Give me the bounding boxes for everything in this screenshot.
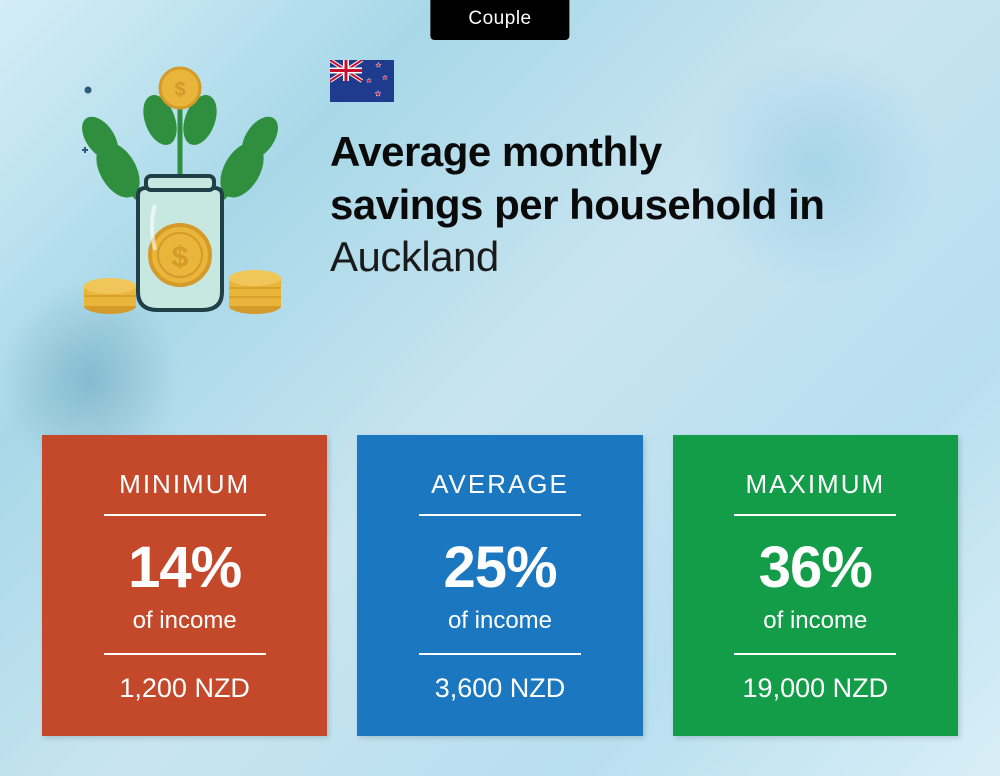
savings-illustration-icon: $ $ (60, 60, 300, 320)
page-title: Average monthly savings per household in… (330, 126, 950, 284)
svg-text:$: $ (174, 79, 185, 101)
card-label: MAXIMUM (703, 469, 928, 514)
card-amount: 1,200 NZD (72, 655, 297, 704)
household-type-badge: Couple (430, 0, 569, 40)
card-amount: 19,000 NZD (703, 655, 928, 704)
card-percentage: 14% (72, 516, 297, 607)
card-label: MINIMUM (72, 469, 297, 514)
card-percentage: 36% (703, 516, 928, 607)
title-city: Auckland (330, 233, 499, 280)
card-subtext: of income (387, 607, 612, 653)
card-subtext: of income (703, 607, 928, 653)
card-subtext: of income (72, 607, 297, 653)
nz-flag-icon (330, 60, 394, 102)
title-line: savings per household in (330, 181, 824, 228)
stats-cards: MINIMUM 14% of income 1,200 NZD AVERAGE … (42, 435, 958, 736)
card-percentage: 25% (387, 516, 612, 607)
card-maximum: MAXIMUM 36% of income 19,000 NZD (673, 435, 958, 736)
card-amount: 3,600 NZD (387, 655, 612, 704)
title-line: Average monthly (330, 128, 662, 175)
card-average: AVERAGE 25% of income 3,600 NZD (357, 435, 642, 736)
card-label: AVERAGE (387, 469, 612, 514)
header: Average monthly savings per household in… (330, 60, 950, 284)
svg-text:$: $ (172, 241, 189, 274)
card-minimum: MINIMUM 14% of income 1,200 NZD (42, 435, 327, 736)
